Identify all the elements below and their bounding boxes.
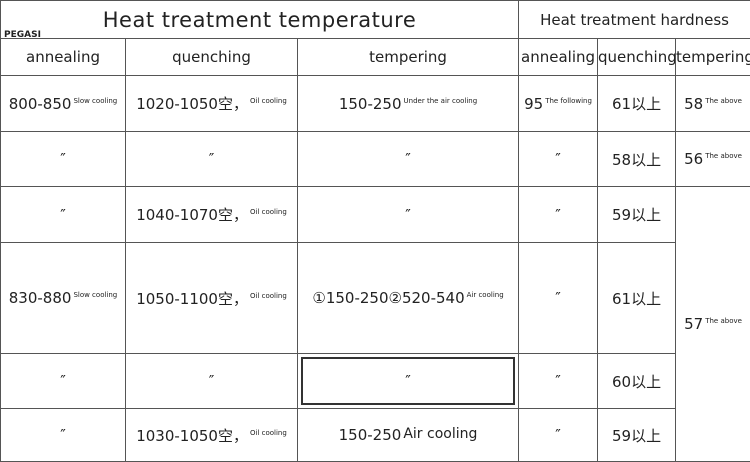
group-header: Heat treatment temperature [1,1,519,39]
cell-text: ″ [60,426,66,444]
table-cell: ″ [1,187,126,243]
table-cell: ″ [1,354,126,409]
cell-note: Under the air cooling [404,97,478,105]
cell-text: ″ [405,150,411,168]
column-header: quenching [126,39,298,76]
cell-note: Oil cooling [250,208,287,216]
cell-note: Slow cooling [73,97,117,105]
table-cell: ″ [298,132,519,187]
column-header: annealing [1,39,126,76]
cell-text: 800-850 [9,95,72,113]
cell-text: 58 [684,95,703,113]
cell-note: Oil cooling [250,429,287,437]
table-cell: 1050-1100空，Oil cooling [126,243,298,354]
table-cell: ″ [298,187,519,243]
cell-note: The above [705,317,742,325]
cell-text: ″ [60,372,66,390]
cell-text: 60以上 [612,373,661,391]
table-row: ″ ″ ″ ″ 60以上 [1,354,750,409]
cell-text: 830-880 [9,289,72,307]
cell-text: 1030-1050空， [136,427,248,445]
cell-text: 58以上 [612,151,661,169]
cell-text: 95 [524,95,543,113]
table-cell: ″ [126,354,298,409]
cell-note: Air cooling [467,291,504,299]
cell-text: 1050-1100空， [136,290,248,308]
cell-text: 150-250 [339,95,402,113]
table-cell: 61以上 [598,76,676,132]
table-cell: 61以上 [598,243,676,354]
cell-note: The above [705,152,742,160]
cell-text: ″ [405,206,411,224]
table-cell: 58以上 [598,132,676,187]
cell-text: 59以上 [612,206,661,224]
cell-note: Oil cooling [250,97,287,105]
cell-text: ″ [60,150,66,168]
column-header: quenching [598,39,676,76]
cell-text: ①150-250②520-540 [312,289,464,307]
cell-text: ″ [405,372,411,390]
cell-note: Slow cooling [73,291,117,299]
cell-text: 59以上 [612,427,661,445]
table-cell: ″ [519,409,598,462]
cell-text: 61以上 [612,290,661,308]
table-cell: ″ [519,243,598,354]
cell-text: ″ [555,206,561,224]
cell-note: Oil cooling [250,292,287,300]
logo: PEGASI [4,30,41,40]
table-cell: ″ [519,187,598,243]
table-cell: ″ [1,409,126,462]
cell-text: ″ [555,426,561,444]
table-cell: ″ [519,354,598,409]
cell-note: The above [705,97,742,105]
cell-text: ″ [555,372,561,390]
table-cell: 59以上 [598,409,676,462]
table-cell: 1040-1070空，Oil cooling [126,187,298,243]
highlight-box: ″ [301,357,515,405]
cell-text: 1020-1050空， [136,95,248,113]
column-header: tempering [676,39,750,76]
cell-text: ″ [60,206,66,224]
cell-text: ″ [555,150,561,168]
cell-text: 56 [684,150,703,168]
cell-text: 150-250 [339,426,402,444]
cell-text: 1040-1070空， [136,206,248,224]
column-header: tempering [298,39,519,76]
cell-note: Air cooling [403,426,477,442]
table-cell: 60以上 [598,354,676,409]
group-header: Heat treatment hardness [519,1,750,39]
table-cell: ″ [519,132,598,187]
cell-text: 57 [684,315,703,333]
cell-note: The following [545,97,592,105]
table-cell: 1020-1050空，Oil cooling [126,76,298,132]
table-cell: 1030-1050空，Oil cooling [126,409,298,462]
cell-text: ″ [209,372,215,390]
cell-text: 61以上 [612,95,661,113]
table-cell: ″ [126,132,298,187]
table-cell: ″ [298,354,519,409]
table-cell: ″ [1,132,126,187]
table-cell: 59以上 [598,187,676,243]
cell-text: ″ [555,289,561,307]
column-header: annealing [519,39,598,76]
cell-text: ″ [209,150,215,168]
